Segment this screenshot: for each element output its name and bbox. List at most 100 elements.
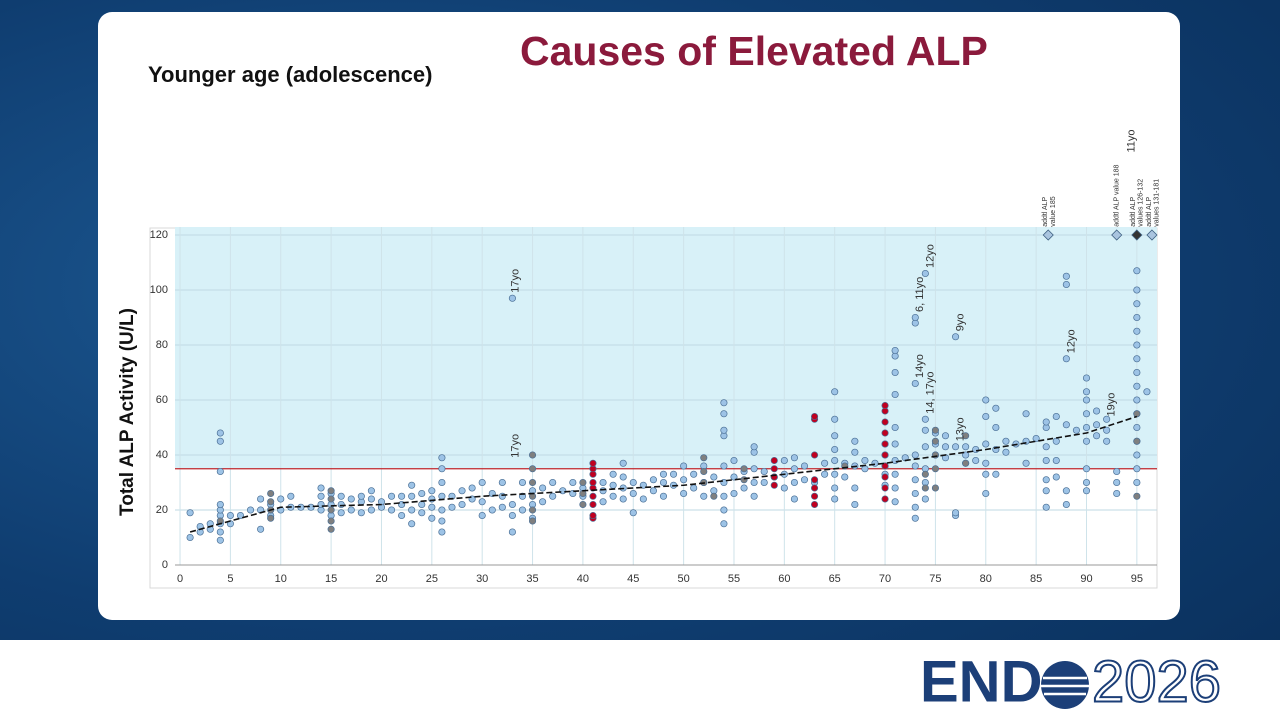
x-tick-label: 20: [375, 573, 387, 585]
x-tick-label: 55: [728, 573, 740, 585]
slide-title: Causes of Elevated ALP: [520, 28, 988, 74]
data-point: [1082, 374, 1091, 382]
data-point: [891, 470, 899, 478]
data-point: [851, 500, 859, 509]
x-tick-label: 30: [476, 573, 488, 585]
data-point: [458, 487, 466, 495]
data-point: [438, 506, 446, 514]
data-point: [498, 492, 506, 500]
data-point: [216, 429, 224, 437]
data-point: [952, 333, 960, 341]
x-tick-label: 50: [678, 573, 690, 585]
data-point: [216, 467, 224, 476]
data-point: [730, 456, 738, 465]
data-point: [619, 459, 627, 467]
data-point: [740, 476, 748, 484]
data-point: [327, 525, 335, 533]
data-point: [186, 509, 194, 517]
data-point: [508, 528, 516, 536]
data-point: [418, 500, 426, 509]
data-point: [911, 514, 919, 522]
data-point: [911, 489, 919, 498]
data-point: [831, 470, 839, 478]
y-tick-label: 40: [156, 449, 168, 461]
data-point: [418, 509, 426, 517]
x-tick-label: 95: [1131, 573, 1143, 585]
data-point: [408, 481, 416, 489]
annotation: addtl ALP: [1146, 196, 1153, 226]
data-point: [800, 476, 809, 484]
data-point: [750, 465, 758, 473]
data-point: [569, 478, 577, 487]
data-point: [367, 506, 375, 514]
data-point: [478, 478, 486, 487]
logo-text: END: [920, 649, 1042, 714]
data-point: [639, 495, 647, 503]
annotation: 9yo: [955, 314, 967, 332]
data-point: [831, 445, 839, 454]
data-point: [1052, 473, 1060, 481]
x-tick-label: 35: [526, 573, 538, 585]
data-point: [680, 462, 688, 470]
data-point: [962, 451, 970, 459]
x-tick-label: 0: [177, 573, 183, 585]
data-point: [528, 478, 537, 487]
data-point: [619, 495, 627, 503]
data-point: [690, 470, 698, 478]
data-point: [1082, 478, 1091, 487]
data-point: [458, 500, 466, 509]
data-point: [790, 465, 798, 473]
data-point: [589, 500, 597, 509]
data-point: [1103, 426, 1111, 434]
data-point: [398, 511, 406, 520]
data-point: [1062, 487, 1070, 495]
data-point: [760, 478, 768, 487]
data-point: [1113, 478, 1121, 487]
data-point: [1032, 434, 1040, 443]
data-point: [710, 492, 718, 500]
data-point: [418, 489, 426, 498]
data-point: [327, 487, 335, 495]
data-point: [438, 454, 446, 462]
data-point: [1133, 327, 1141, 335]
data-point: [831, 484, 839, 492]
annotation: 14yo: [914, 354, 926, 378]
data-point: [770, 481, 778, 489]
data-point: [589, 492, 597, 500]
data-point: [508, 511, 516, 520]
data-point: [690, 484, 698, 492]
data-point: [649, 487, 657, 495]
data-point: [216, 500, 224, 509]
data-point: [881, 495, 889, 503]
data-point: [1002, 448, 1010, 456]
y-tick-label: 100: [150, 284, 168, 296]
data-point: [1082, 423, 1091, 432]
data-point: [740, 484, 748, 492]
data-point: [216, 536, 224, 544]
data-point: [811, 412, 819, 421]
data-point: [549, 478, 557, 487]
data-point: [1062, 272, 1070, 280]
data-point: [921, 470, 929, 478]
data-point: [1103, 415, 1111, 423]
data-point: [589, 459, 597, 467]
data-point: [831, 388, 839, 396]
data-point: [962, 443, 970, 451]
data-point: [408, 492, 416, 500]
data-point: [811, 484, 819, 492]
data-point: [861, 456, 869, 465]
data-point: [257, 495, 265, 503]
data-point: [670, 470, 678, 478]
data-point: [911, 313, 919, 322]
data-point: [518, 478, 527, 487]
data-point: [659, 478, 668, 487]
data-point: [609, 492, 617, 500]
data-point: [1042, 487, 1050, 495]
data-point: [498, 478, 506, 487]
data-point: [831, 495, 839, 503]
data-point: [710, 473, 718, 481]
x-tick-label: 15: [325, 573, 337, 585]
capped-point: [1131, 229, 1143, 241]
data-point: [881, 429, 889, 437]
